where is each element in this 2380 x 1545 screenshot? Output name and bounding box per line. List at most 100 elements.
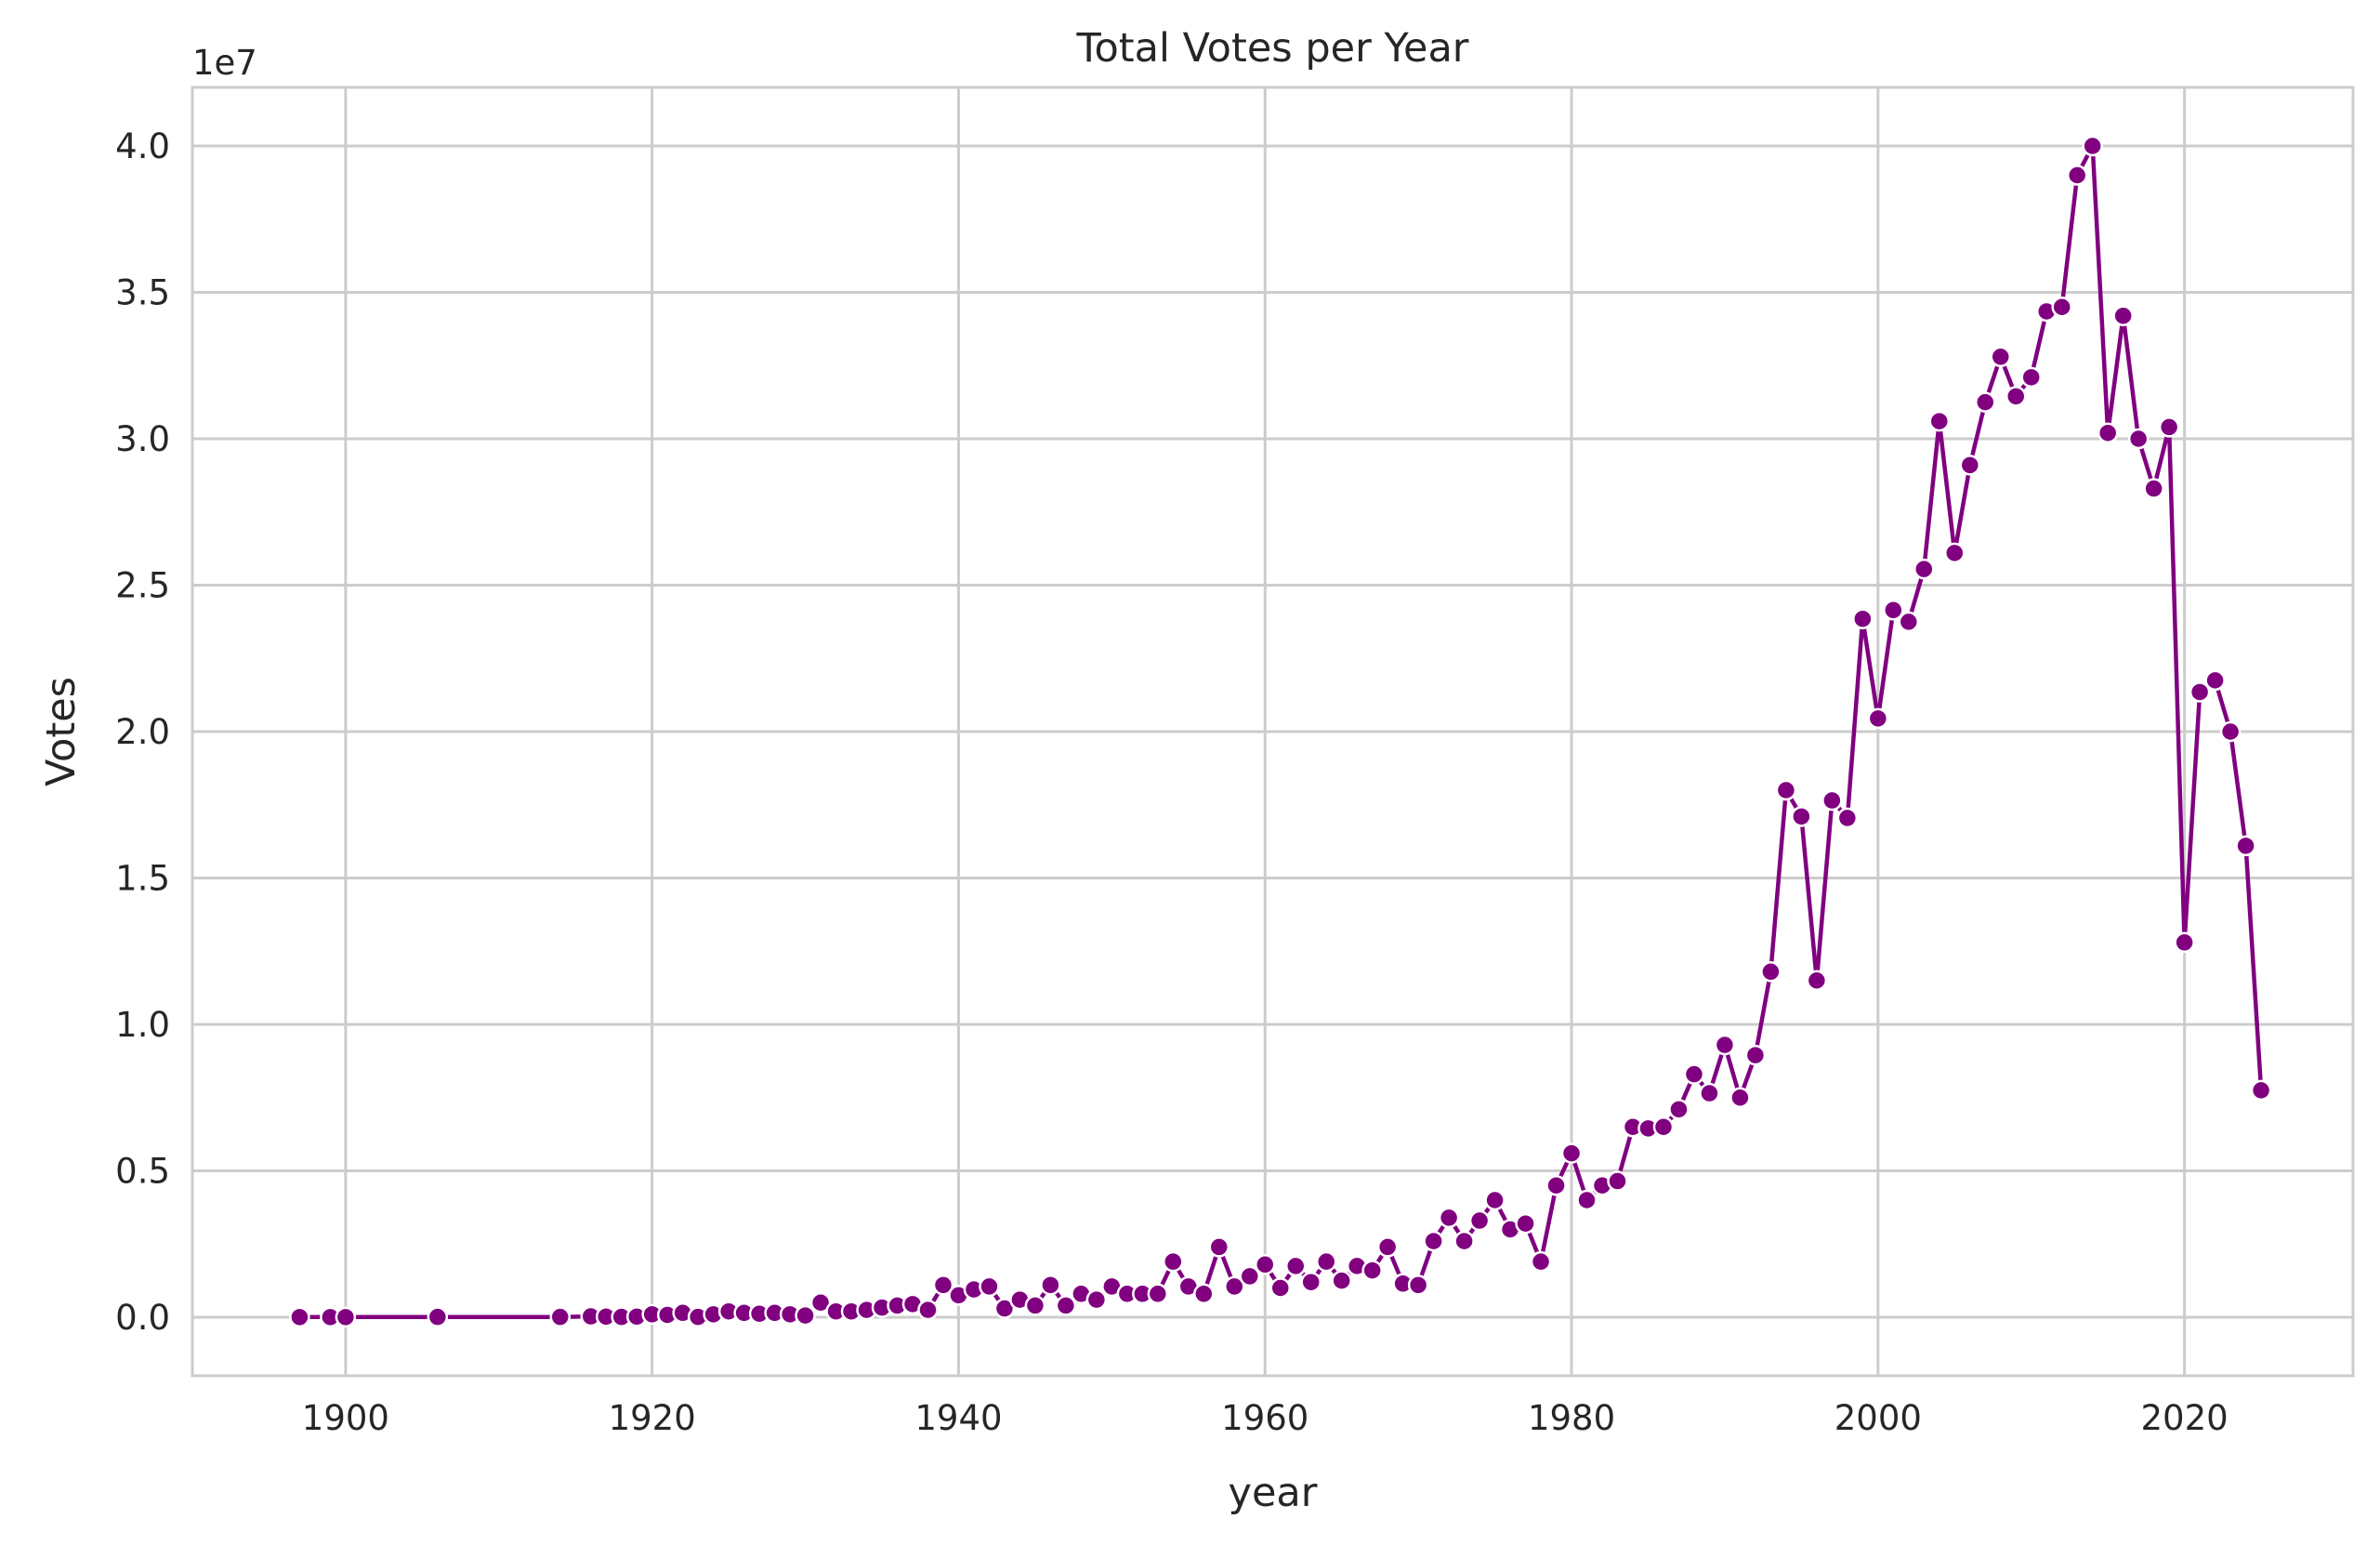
data-point	[2219, 720, 2242, 743]
data-point	[1867, 707, 1889, 730]
data-point	[2204, 669, 2226, 692]
data-point	[1607, 1170, 1628, 1192]
data-point	[917, 1299, 939, 1321]
data-point	[2005, 386, 2027, 407]
x-tick-label: 1900	[302, 1398, 389, 1438]
data-point	[1407, 1274, 1429, 1296]
x-tick-label: 1920	[609, 1398, 696, 1438]
data-point	[2235, 835, 2256, 857]
data-point	[1515, 1212, 1536, 1235]
data-point	[1652, 1116, 1675, 1138]
data-point	[2066, 165, 2088, 186]
data-point	[1468, 1209, 1491, 1232]
plot-frame	[191, 86, 2355, 1378]
x-tick-label: 1960	[1221, 1398, 1308, 1438]
x-tick-label: 2020	[2141, 1398, 2229, 1438]
y-tick-label: 1.0	[115, 1005, 170, 1045]
data-point	[979, 1275, 1000, 1298]
data-point	[1315, 1250, 1337, 1273]
y-tick-label: 3.5	[115, 273, 170, 313]
data-point	[1883, 600, 1904, 621]
data-point	[1821, 789, 1843, 812]
data-point	[1944, 542, 1966, 564]
data-point	[1284, 1255, 1307, 1277]
data-point	[1376, 1236, 1399, 1258]
data-point	[1668, 1099, 1690, 1120]
data-point	[1163, 1250, 1184, 1273]
data-point	[932, 1274, 954, 1296]
x-tick-label: 1980	[1528, 1398, 1615, 1438]
data-point	[2250, 1079, 2272, 1102]
data-point	[1024, 1295, 1046, 1316]
data-point	[1990, 346, 2011, 368]
y-tick-label: 0.0	[115, 1298, 170, 1338]
chart-title: Total Votes per Year	[1075, 25, 1468, 72]
data-point	[1806, 970, 1828, 991]
data-point	[1331, 1270, 1352, 1291]
data-point	[1147, 1283, 1169, 1305]
data-point	[2143, 478, 2164, 499]
data-point	[1729, 1087, 1751, 1108]
data-point	[1913, 558, 1935, 580]
data-point	[1361, 1260, 1383, 1281]
data-point	[2174, 931, 2195, 954]
data-point	[1560, 1142, 1583, 1164]
grid-lines	[192, 87, 2353, 1376]
y-tick-label: 0.5	[115, 1152, 170, 1192]
data-point	[1453, 1230, 1475, 1252]
data-point	[1852, 608, 1874, 629]
x-tick-labels: 1900 1920 1940 1960 1980 2000 2020	[302, 1398, 2229, 1438]
data-point	[2158, 416, 2180, 438]
y-tick-label: 3.0	[115, 419, 170, 459]
data-point	[1300, 1271, 1321, 1293]
data-point	[2082, 135, 2103, 157]
data-point	[1714, 1034, 1736, 1056]
data-point	[1055, 1295, 1077, 1316]
data-point	[1699, 1082, 1720, 1104]
data-point	[1775, 779, 1797, 801]
data-point	[1530, 1250, 1552, 1273]
data-point	[1224, 1275, 1245, 1298]
data-point	[2112, 305, 2134, 326]
data-point	[427, 1306, 449, 1327]
data-point	[289, 1306, 310, 1328]
data-point	[1208, 1236, 1230, 1258]
y-offset-label: 1e7	[192, 43, 257, 83]
data-point	[1928, 410, 1951, 432]
data-point	[335, 1306, 357, 1328]
data-point	[1239, 1265, 1261, 1288]
data-point	[2097, 422, 2119, 443]
y-tick-label: 2.0	[115, 712, 170, 752]
data-point	[1975, 391, 1996, 413]
data-point	[1269, 1277, 1291, 1299]
data-point	[1744, 1044, 1767, 1066]
data-point	[2051, 297, 2072, 318]
data-point	[795, 1304, 816, 1327]
data-point	[993, 1298, 1016, 1319]
data-point	[1760, 961, 1782, 983]
data-point	[1438, 1207, 1460, 1229]
data-point	[1040, 1274, 1061, 1296]
data-point	[1484, 1189, 1506, 1211]
x-axis-title: year	[1229, 1470, 1318, 1516]
data-point	[809, 1292, 832, 1314]
data-point	[1683, 1063, 1705, 1085]
x-tick-label: 1940	[914, 1398, 1002, 1438]
y-tick-label: 4.0	[115, 126, 170, 166]
y-tick-labels: 0.0 0.5 1.0 1.5 2.0 2.5 3.0 3.5 4.0	[115, 126, 170, 1338]
data-point	[1085, 1288, 1108, 1311]
data-point	[1898, 611, 1920, 633]
data-point	[1576, 1189, 1598, 1211]
data-point	[1193, 1283, 1215, 1305]
data-point	[549, 1306, 571, 1327]
y-tick-label: 2.5	[115, 566, 170, 606]
data-point	[1836, 807, 1859, 829]
data-point	[2127, 428, 2150, 450]
y-tick-label: 1.5	[115, 859, 170, 899]
data-point	[1791, 806, 1812, 827]
data-point	[2189, 681, 2211, 703]
y-axis-title: Votes	[38, 677, 85, 786]
data-point	[1255, 1254, 1276, 1275]
